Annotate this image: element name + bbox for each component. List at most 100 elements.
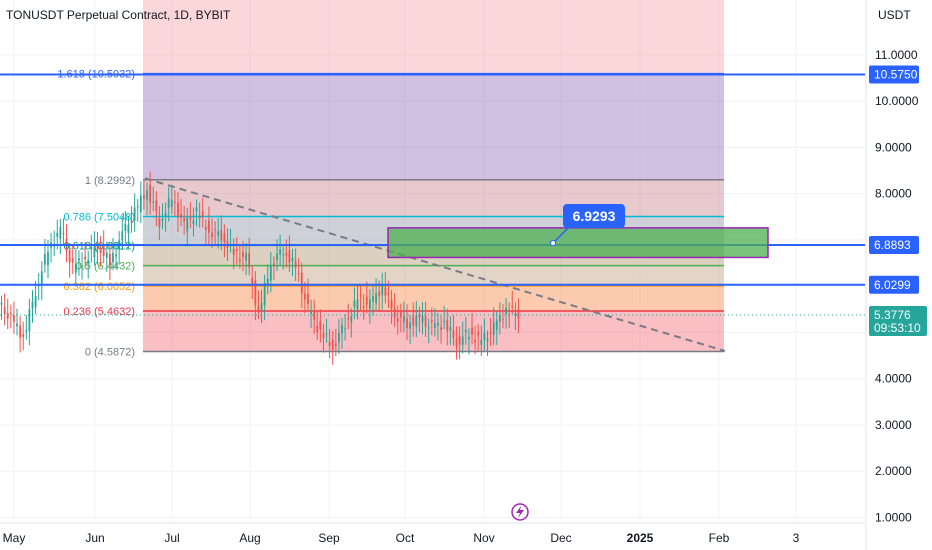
candle-body: [471, 327, 473, 335]
candle-body: [248, 252, 251, 268]
candle-body: [273, 263, 275, 266]
candle-body: [78, 258, 80, 261]
candle-body: [452, 330, 455, 339]
candle-body: [334, 343, 337, 347]
candle-body: [133, 207, 136, 221]
candle-body: [297, 273, 300, 275]
time-tick-label: 2025: [627, 531, 654, 545]
candle-body: [477, 331, 480, 336]
candle-body: [384, 287, 387, 296]
candle-body: [177, 202, 179, 218]
candle-body: [180, 213, 182, 219]
candle-body: [486, 338, 489, 341]
candle-body: [74, 264, 77, 273]
candle-body: [59, 227, 62, 239]
candle-body: [260, 302, 263, 311]
fib-band: [143, 265, 724, 286]
candle-body: [517, 309, 520, 319]
time-tick-label: 3: [793, 531, 800, 545]
currency-label[interactable]: USDT: [878, 8, 911, 22]
candle-body: [47, 252, 49, 266]
candle-body: [263, 283, 266, 306]
candle-body: [0, 302, 3, 305]
candle-body: [399, 312, 402, 318]
current-price-label: 5.3776: [874, 308, 911, 322]
time-tick-label: Jun: [85, 531, 104, 545]
candle-body: [300, 272, 303, 294]
candle-body: [257, 305, 260, 311]
candle-body: [387, 292, 390, 295]
price-tick-label: 9.0000: [875, 140, 912, 154]
candle-body: [433, 323, 436, 329]
candle-body: [412, 316, 415, 326]
candle-body: [34, 296, 37, 308]
candle-body: [359, 294, 362, 297]
candle-body: [508, 314, 511, 316]
fib-level-label: 0.786 (7.5048): [63, 212, 135, 224]
price-tick-label: 4.0000: [875, 372, 912, 386]
candle-body: [313, 310, 316, 320]
candle-body: [232, 248, 235, 255]
fib-band: [143, 73, 724, 180]
candle-body: [368, 299, 371, 310]
candle-body: [245, 253, 247, 261]
candle-body: [319, 321, 322, 330]
candle-body: [214, 229, 217, 231]
candle-body: [381, 283, 384, 296]
price-tick-label: 11.0000: [875, 48, 918, 62]
candle-body: [84, 256, 87, 260]
candle-body: [322, 333, 325, 338]
candle-body: [220, 230, 223, 241]
candle-body: [40, 271, 43, 286]
callout-box[interactable]: [563, 204, 625, 228]
candle-body: [183, 218, 186, 222]
fib-level-label: 0.5 (6.4432): [76, 261, 135, 273]
candle-body: [124, 224, 127, 231]
candle-body: [108, 253, 111, 266]
candle-body: [43, 254, 46, 265]
target-zone[interactable]: [387, 227, 769, 259]
candle-body: [285, 253, 288, 256]
candle-body: [288, 250, 291, 263]
candle-body: [418, 314, 421, 318]
candle-body: [93, 246, 96, 257]
price-badge-label: 6.0299: [874, 278, 911, 292]
lightning-icon-glyph: [516, 506, 524, 518]
candle-body: [130, 220, 133, 223]
candle-body: [170, 199, 173, 207]
candle-body: [378, 291, 381, 297]
candle-body: [350, 316, 353, 323]
candle-body: [480, 339, 483, 345]
time-tick-label: Sep: [318, 531, 340, 545]
candle-body: [461, 336, 464, 345]
candle-body: [492, 322, 495, 336]
candle-body: [161, 218, 164, 221]
candle-body: [353, 300, 356, 308]
candle-body: [514, 313, 517, 316]
candle-body: [344, 328, 347, 330]
candle-body: [189, 217, 192, 220]
trendline: [144, 177, 726, 352]
current-price-badge: [869, 305, 927, 336]
candle-body: [372, 296, 374, 303]
candle-body: [403, 316, 405, 322]
fib-band: [143, 179, 724, 217]
candle-body: [406, 318, 408, 329]
candle-body: [464, 329, 467, 333]
price-tick-label: 8.0000: [875, 187, 912, 201]
candle-body: [424, 316, 427, 328]
candle-body: [143, 195, 145, 200]
price-badge-label: 10.5750: [874, 67, 918, 81]
price-tick-label: 10.0000: [875, 94, 919, 108]
candle-body: [449, 326, 452, 331]
candle-body: [495, 320, 498, 330]
candle-body: [430, 320, 433, 323]
candle-body: [149, 184, 152, 203]
callout-anchor: [550, 240, 556, 247]
candle-body: [396, 318, 399, 322]
candle-body: [455, 338, 458, 347]
candle-body: [112, 253, 114, 263]
candle-body: [9, 312, 12, 314]
